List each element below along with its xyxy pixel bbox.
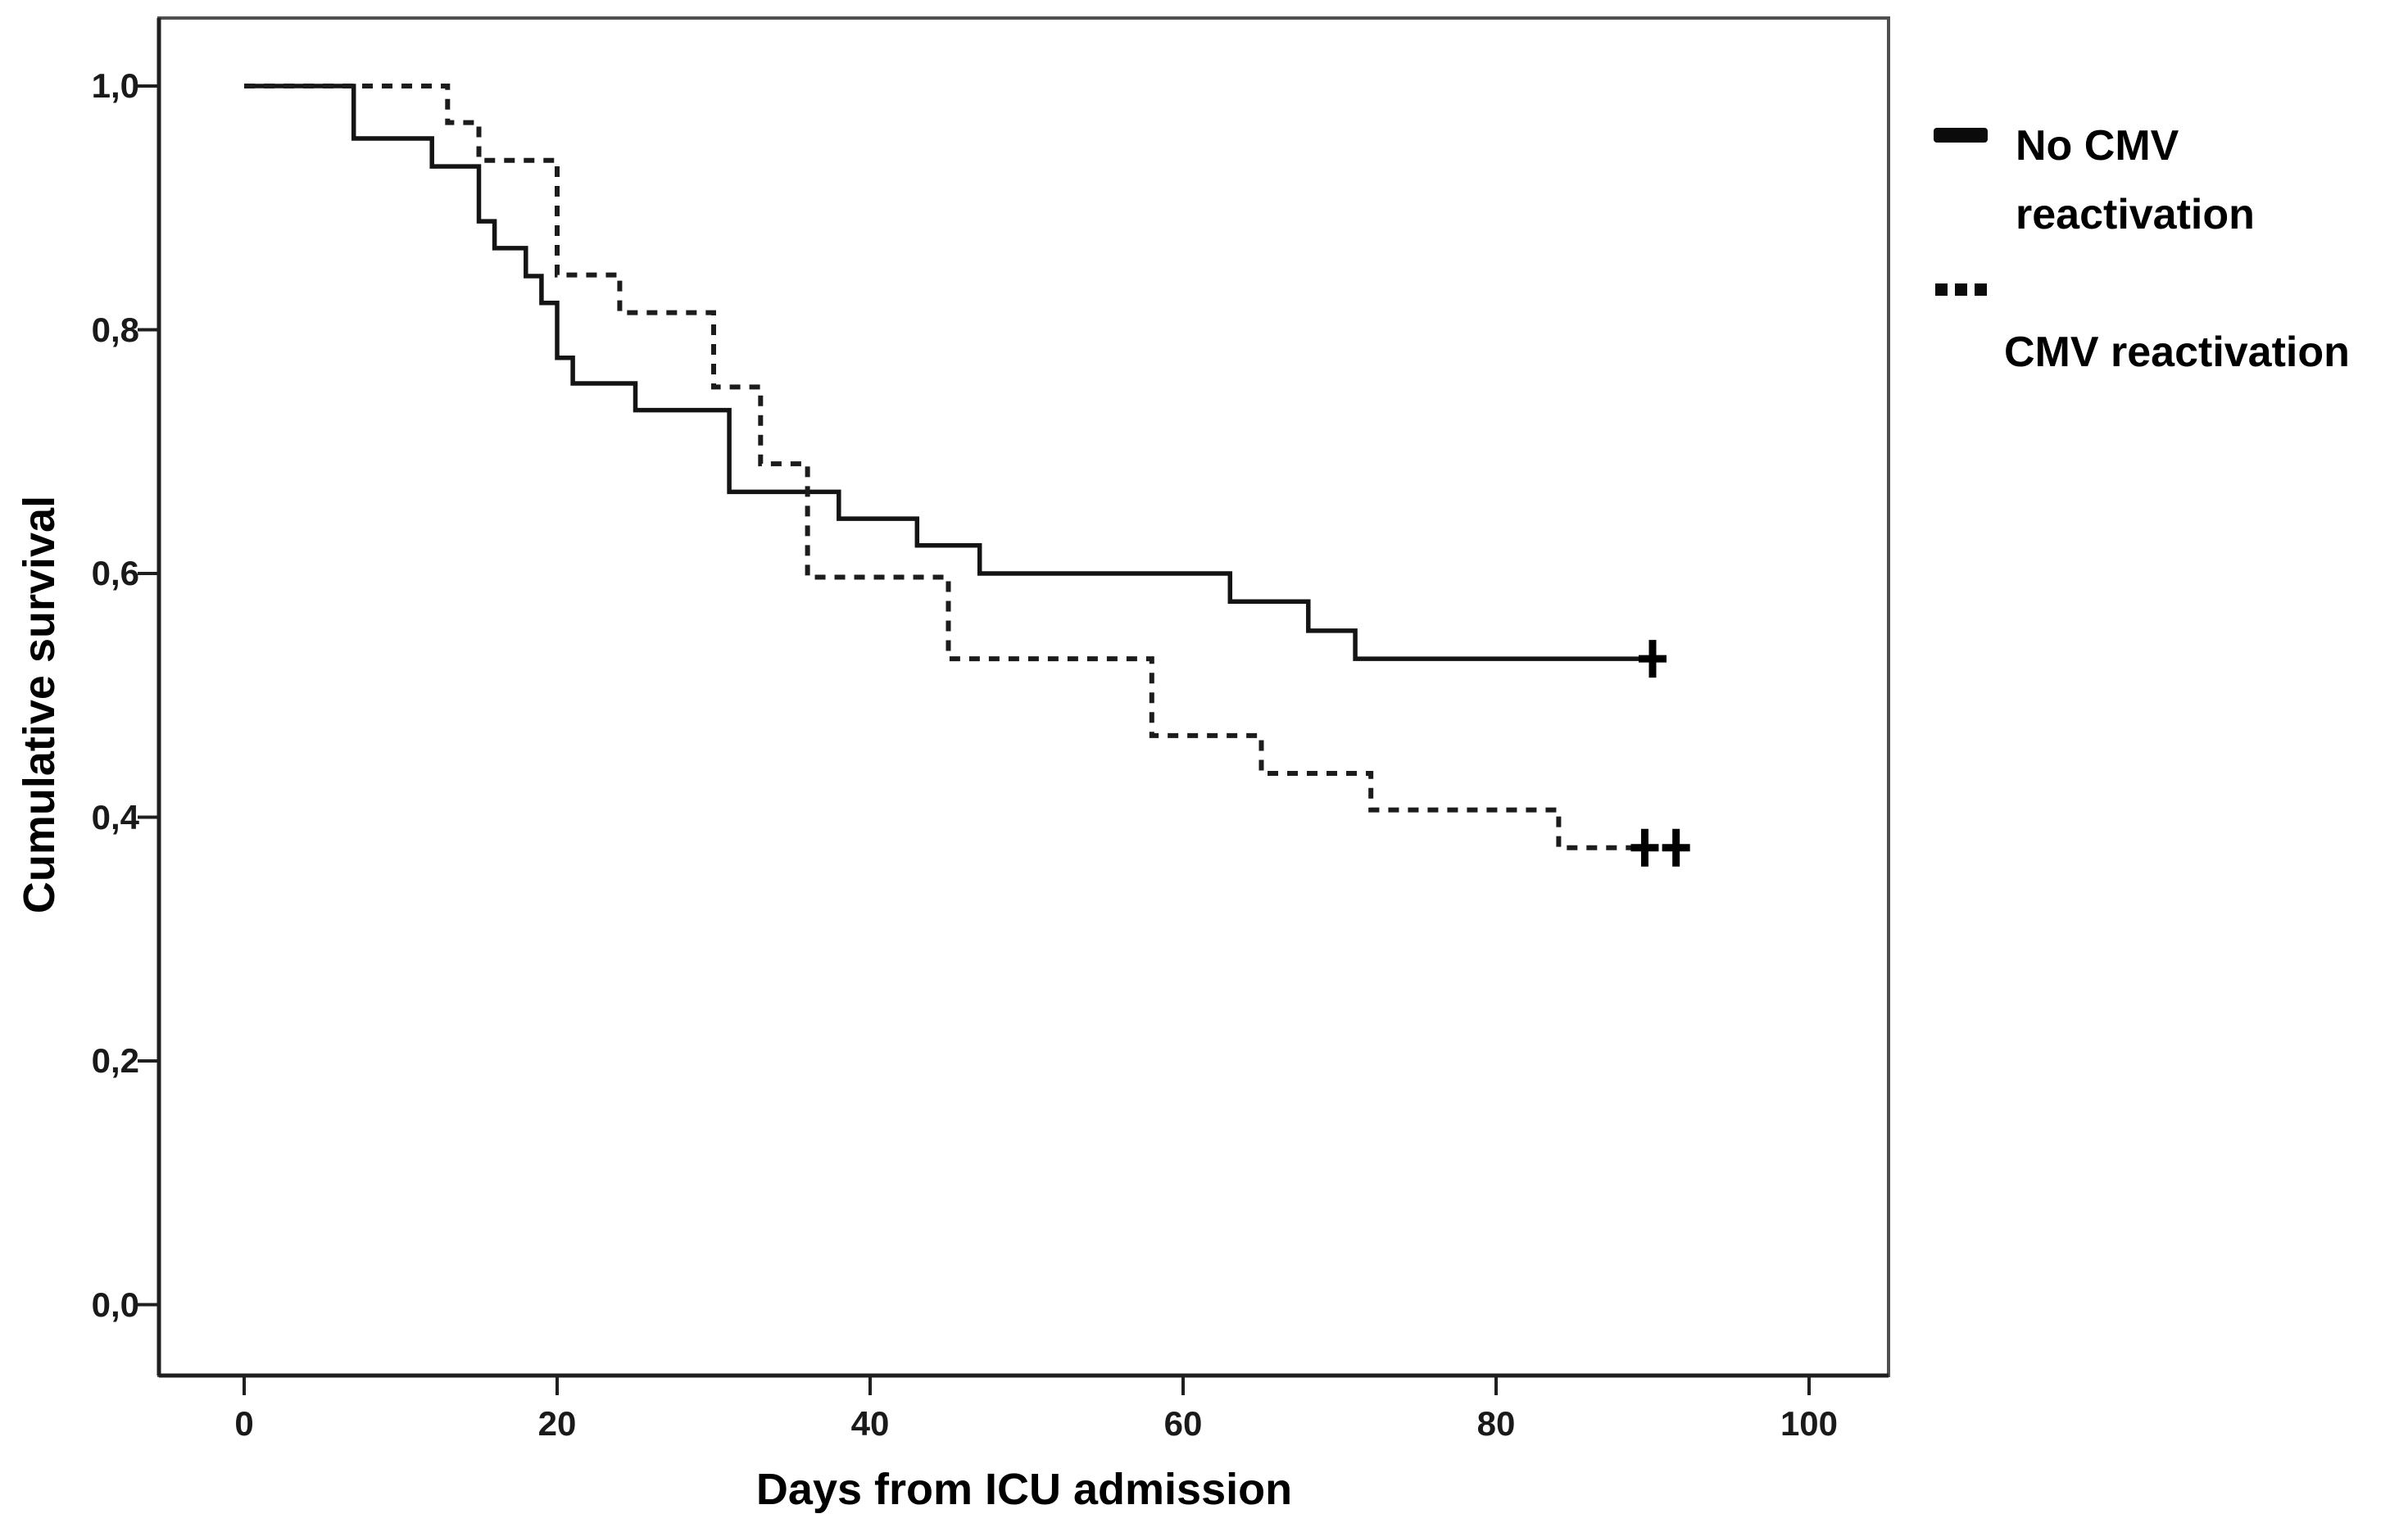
legend-label-no-cmv-reactivation: No CMV reactivation (2016, 122, 2255, 238)
x-tick-label: 60 (1163, 1404, 1203, 1443)
censor-mark (1630, 828, 1659, 867)
y-tick-label: 0,6 (91, 554, 139, 592)
x-tick-label: 0 (234, 1404, 254, 1443)
censor-mark (1639, 640, 1667, 678)
y-tick-label: 1,0 (91, 66, 139, 105)
x-tick-label: 20 (537, 1404, 577, 1443)
legend-solid-line-swatch (1934, 128, 1988, 143)
y-tick-label: 0,4 (91, 797, 139, 836)
legend-label-cmv-reactivation: CMV reactivation (2004, 329, 2350, 376)
x-axis-title: Days from ICU admission (755, 1465, 1293, 1514)
x-tick-label: 80 (1476, 1404, 1516, 1443)
legend-swatch-dot (1935, 283, 1948, 296)
censor-mark (1662, 828, 1690, 867)
legend-swatch-dot (1975, 283, 1987, 296)
survival-curve-no-cmv (244, 84, 1653, 661)
x-tick-label: 100 (1780, 1404, 1839, 1443)
y-tick-label: 0,0 (91, 1285, 139, 1324)
legend-swatch-dot (1955, 283, 1967, 296)
survival-curve-cmv (244, 84, 1685, 850)
y-tick-label: 0,8 (91, 310, 139, 349)
y-tick-label: 0,2 (91, 1041, 139, 1080)
x-tick-label: 40 (850, 1404, 890, 1443)
plot-frame (157, 16, 1890, 1377)
legend-dotted-line-swatch (1935, 283, 1993, 297)
